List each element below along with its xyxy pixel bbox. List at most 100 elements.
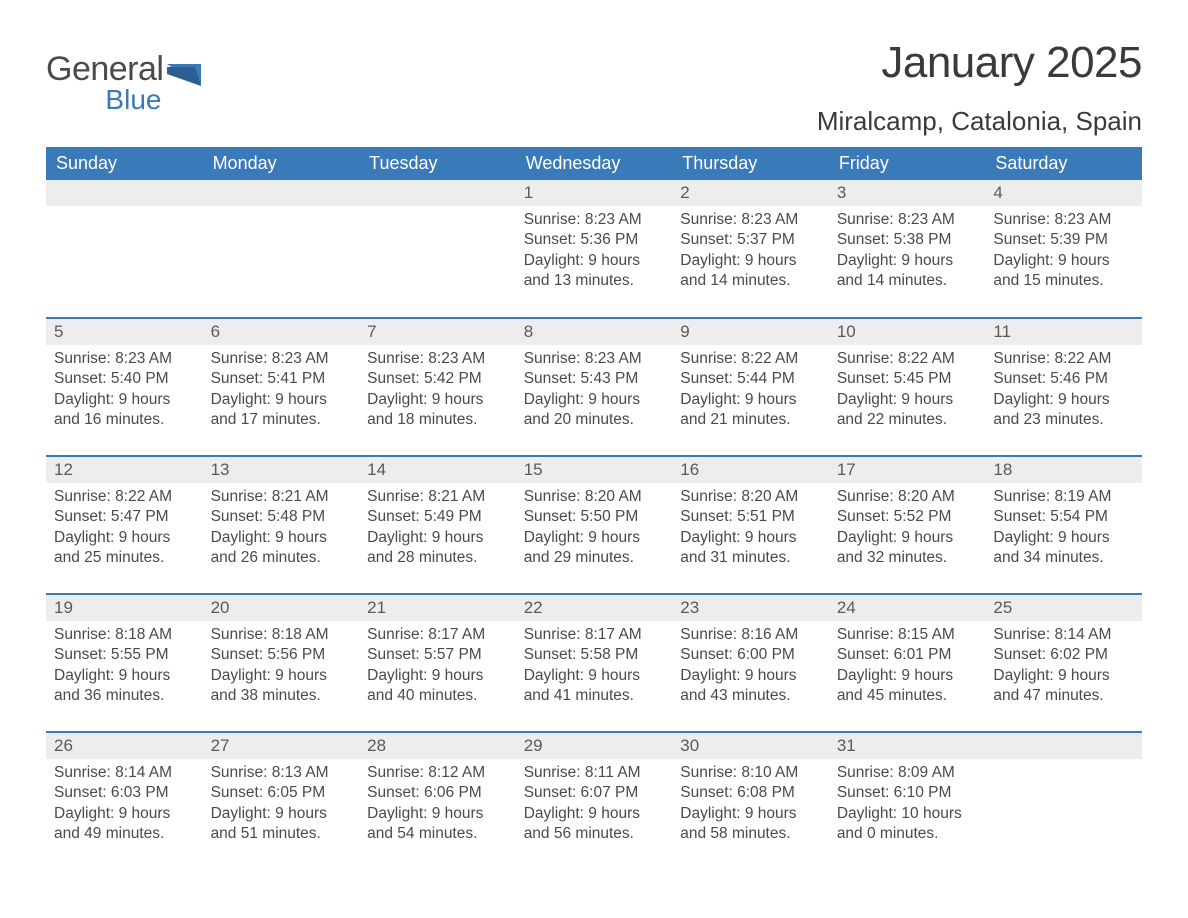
daylight-line-1: Daylight: 9 hours [54,666,195,686]
weekday-header: Friday [829,147,986,180]
calendar-day-cell: 18Sunrise: 8:19 AMSunset: 5:54 PMDayligh… [985,456,1142,594]
day-body: Sunrise: 8:23 AMSunset: 5:43 PMDaylight:… [516,345,673,437]
calendar-day-cell: 23Sunrise: 8:16 AMSunset: 6:00 PMDayligh… [672,594,829,732]
sunset-line: Sunset: 6:02 PM [993,645,1134,665]
day-body: Sunrise: 8:22 AMSunset: 5:47 PMDaylight:… [46,483,203,575]
weekday-header: Tuesday [359,147,516,180]
day-number: 9 [672,319,829,345]
daylight-line-1: Daylight: 9 hours [524,666,665,686]
calendar-week-row: 26Sunrise: 8:14 AMSunset: 6:03 PMDayligh… [46,732,1142,870]
day-body: Sunrise: 8:16 AMSunset: 6:00 PMDaylight:… [672,621,829,713]
daylight-line-1: Daylight: 9 hours [837,251,978,271]
sunrise-line: Sunrise: 8:20 AM [837,487,978,507]
day-number: 28 [359,733,516,759]
day-body: Sunrise: 8:22 AMSunset: 5:45 PMDaylight:… [829,345,986,437]
daylight-line-1: Daylight: 9 hours [680,528,821,548]
logo: General Blue [46,38,201,116]
daylight-line-1: Daylight: 10 hours [837,804,978,824]
calendar-empty-cell [203,180,360,318]
calendar-empty-cell [985,732,1142,870]
logo-word-2: Blue [46,84,161,116]
day-body: Sunrise: 8:17 AMSunset: 5:57 PMDaylight:… [359,621,516,713]
daylight-line-2: and 51 minutes. [211,824,352,844]
daylight-line-1: Daylight: 9 hours [524,251,665,271]
sunrise-line: Sunrise: 8:11 AM [524,763,665,783]
daylight-line-2: and 25 minutes. [54,548,195,568]
day-number: 30 [672,733,829,759]
calendar-day-cell: 22Sunrise: 8:17 AMSunset: 5:58 PMDayligh… [516,594,673,732]
day-number [359,180,516,206]
sunrise-line: Sunrise: 8:16 AM [680,625,821,645]
daylight-line-1: Daylight: 9 hours [54,804,195,824]
day-body: Sunrise: 8:22 AMSunset: 5:44 PMDaylight:… [672,345,829,437]
daylight-line-1: Daylight: 9 hours [211,666,352,686]
day-number: 2 [672,180,829,206]
sunrise-line: Sunrise: 8:20 AM [680,487,821,507]
calendar-empty-cell [46,180,203,318]
sunset-line: Sunset: 5:45 PM [837,369,978,389]
day-body: Sunrise: 8:23 AMSunset: 5:40 PMDaylight:… [46,345,203,437]
sunrise-line: Sunrise: 8:09 AM [837,763,978,783]
header: General Blue January 2025 Miralcamp, Cat… [46,38,1142,137]
sunset-line: Sunset: 5:51 PM [680,507,821,527]
daylight-line-2: and 16 minutes. [54,410,195,430]
calendar-day-cell: 5Sunrise: 8:23 AMSunset: 5:40 PMDaylight… [46,318,203,456]
calendar-day-cell: 26Sunrise: 8:14 AMSunset: 6:03 PMDayligh… [46,732,203,870]
calendar-week-row: 19Sunrise: 8:18 AMSunset: 5:55 PMDayligh… [46,594,1142,732]
daylight-line-1: Daylight: 9 hours [367,528,508,548]
sunset-line: Sunset: 5:49 PM [367,507,508,527]
weekday-header: Saturday [985,147,1142,180]
weekday-header: Sunday [46,147,203,180]
day-body: Sunrise: 8:19 AMSunset: 5:54 PMDaylight:… [985,483,1142,575]
day-number: 25 [985,595,1142,621]
calendar-empty-cell [359,180,516,318]
day-body: Sunrise: 8:15 AMSunset: 6:01 PMDaylight:… [829,621,986,713]
daylight-line-1: Daylight: 9 hours [680,390,821,410]
daylight-line-2: and 0 minutes. [837,824,978,844]
calendar-day-cell: 30Sunrise: 8:10 AMSunset: 6:08 PMDayligh… [672,732,829,870]
calendar-day-cell: 15Sunrise: 8:20 AMSunset: 5:50 PMDayligh… [516,456,673,594]
daylight-line-2: and 21 minutes. [680,410,821,430]
logo-text-wrap: General Blue [46,52,163,116]
day-body: Sunrise: 8:14 AMSunset: 6:02 PMDaylight:… [985,621,1142,713]
day-body: Sunrise: 8:20 AMSunset: 5:50 PMDaylight:… [516,483,673,575]
day-number: 8 [516,319,673,345]
day-body: Sunrise: 8:09 AMSunset: 6:10 PMDaylight:… [829,759,986,851]
daylight-line-2: and 20 minutes. [524,410,665,430]
daylight-line-2: and 43 minutes. [680,686,821,706]
day-number: 16 [672,457,829,483]
day-number [203,180,360,206]
calendar-day-cell: 12Sunrise: 8:22 AMSunset: 5:47 PMDayligh… [46,456,203,594]
title-block: January 2025 Miralcamp, Catalonia, Spain [817,38,1142,137]
day-number: 1 [516,180,673,206]
daylight-line-2: and 54 minutes. [367,824,508,844]
daylight-line-1: Daylight: 9 hours [367,390,508,410]
sunset-line: Sunset: 5:47 PM [54,507,195,527]
calendar-day-cell: 25Sunrise: 8:14 AMSunset: 6:02 PMDayligh… [985,594,1142,732]
calendar-day-cell: 19Sunrise: 8:18 AMSunset: 5:55 PMDayligh… [46,594,203,732]
daylight-line-2: and 15 minutes. [993,271,1134,291]
daylight-line-1: Daylight: 9 hours [993,666,1134,686]
daylight-line-1: Daylight: 9 hours [837,528,978,548]
sunrise-line: Sunrise: 8:17 AM [367,625,508,645]
day-number [985,733,1142,759]
sunrise-line: Sunrise: 8:13 AM [211,763,352,783]
daylight-line-2: and 29 minutes. [524,548,665,568]
daylight-line-1: Daylight: 9 hours [680,666,821,686]
day-body: Sunrise: 8:10 AMSunset: 6:08 PMDaylight:… [672,759,829,851]
calendar-day-cell: 9Sunrise: 8:22 AMSunset: 5:44 PMDaylight… [672,318,829,456]
daylight-line-1: Daylight: 9 hours [211,528,352,548]
sunset-line: Sunset: 6:01 PM [837,645,978,665]
calendar-week-row: 5Sunrise: 8:23 AMSunset: 5:40 PMDaylight… [46,318,1142,456]
day-number: 31 [829,733,986,759]
daylight-line-1: Daylight: 9 hours [993,528,1134,548]
sunrise-line: Sunrise: 8:15 AM [837,625,978,645]
day-number: 22 [516,595,673,621]
sunset-line: Sunset: 5:50 PM [524,507,665,527]
sunset-line: Sunset: 5:36 PM [524,230,665,250]
day-number: 23 [672,595,829,621]
daylight-line-2: and 36 minutes. [54,686,195,706]
flag-icon [167,64,201,86]
sunset-line: Sunset: 6:06 PM [367,783,508,803]
daylight-line-2: and 28 minutes. [367,548,508,568]
